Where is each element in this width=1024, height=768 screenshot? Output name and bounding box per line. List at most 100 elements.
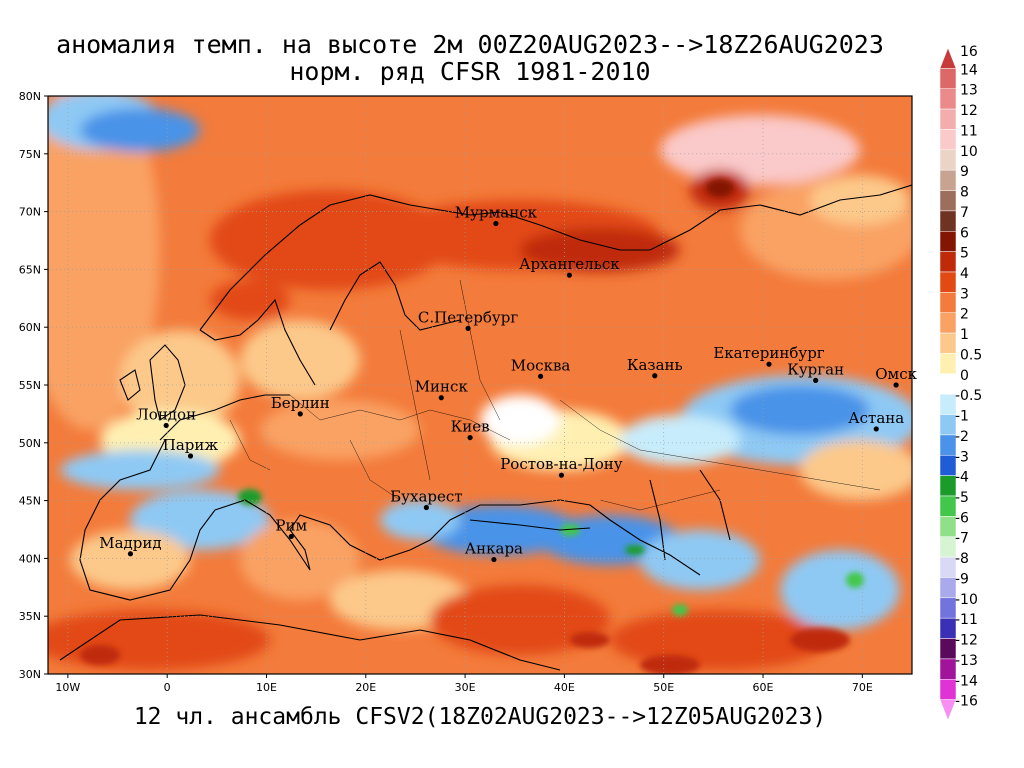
colorbar-label: -10 [955,592,978,608]
colorbar: 16 14 13 12 11 10 9 8 7 6 5 4 3 2 1 0.5 0 -0.5 -1 -2 -3 -4 -5 -… [939,44,982,721]
colorbar-swatch [939,68,957,89]
colorbar-label: -1 [955,409,969,425]
colorbar-label: -6 [955,510,969,526]
city-label: Омск [875,365,917,383]
map-title-line2: норм. ряд CFSR 1981-2010 [289,57,651,86]
lon-tick-label: 10E [256,681,277,694]
colorbar-swatch [939,393,957,415]
colorbar-label: -0.5 [955,388,982,404]
city-label: Архангельск [519,255,620,273]
lat-tick-label: 55N [19,379,41,392]
colorbar-label: 16 [960,44,978,60]
city-label: С.Петербург [418,308,518,326]
lat-tick-label: 65N [19,263,41,276]
lon-tick-label: 30E [455,681,476,694]
lat-tick-label: 45N [19,495,41,508]
city-label: Бухарест [390,488,462,506]
lon-tick-label: 0 [164,681,171,694]
colorbar-swatch [939,129,957,151]
lat-tick-label: 75N [19,148,41,161]
lat-tick-label: 70N [19,206,41,219]
lat-tick-label: 60N [19,321,41,334]
colorbar-swatch [939,190,957,212]
lat-tick-label: 80N [19,90,41,103]
colorbar-label: -2 [955,429,969,445]
lon-tick-label: 40E [554,681,575,694]
ensemble-footer: 12 чл. ансамбль CFSV2(18Z02AUG2023-->12Z… [133,704,827,730]
city-dot [813,377,819,383]
colorbar-label: -14 [955,673,978,689]
city-label: Рим [275,516,307,534]
city-label: Лондон [136,405,196,423]
city-dot [163,422,169,429]
colorbar-swatch [939,210,957,232]
lat-tick-label: 30N [19,668,41,681]
colorbar-label: -7 [955,531,969,547]
colorbar-swatch [939,169,957,191]
lon-tick-label: 60E [753,681,774,694]
city-label: Мурманск [455,204,538,222]
city-label: Париж [163,436,219,454]
lon-tick-label: 50E [653,681,674,694]
colorbar-swatch [939,373,957,395]
colorbar-label: -9 [955,571,969,587]
city-dot [766,361,772,367]
colorbar-swatch [939,679,957,700]
city-label: Москва [511,356,571,374]
lat-tick-label: 50N [19,437,41,450]
colorbar-label: -13 [955,653,978,669]
city-dot [423,504,429,511]
colorbar-swatch [939,638,957,660]
colorbar-swatch [939,536,957,558]
city-label: Мадрид [99,534,161,552]
city-dot [288,533,294,540]
colorbar-swatch [939,577,957,599]
lon-tick-label: 10W [55,681,80,694]
city-label: Екатеринбург [713,344,824,362]
map-title-line1: аномалия темп. на высоте 2м 00Z20AUG2023… [56,30,884,59]
graticule [48,96,912,674]
colorbar-swatch [939,353,957,375]
colorbar-swatch [939,699,957,721]
city-dot [652,373,658,379]
city-dot [873,426,879,432]
colorbar-swatch [939,292,957,313]
colorbar-label: -3 [955,449,969,465]
city-label: Минск [415,378,469,396]
colorbar-label: -11 [955,612,978,628]
city-label: Анкара [465,540,523,558]
colorbar-label: 5 [960,246,969,262]
lon-tick-label: 70E [852,681,873,694]
city-dot [127,551,134,557]
city-label: Курган [787,360,844,378]
colorbar-swatch [939,516,957,537]
colorbar-label: 2 [960,307,969,323]
colorbar-swatch [939,597,957,619]
colorbar-swatch [939,617,957,639]
lon-tick-label: 20E [355,681,376,694]
colorbar-swatch [939,251,957,273]
lat-tick-label: 40N [19,552,41,565]
colorbar-label: -8 [955,551,969,567]
city-label: Киев [451,418,490,436]
colorbar-label: -4 [955,470,969,486]
colorbar-swatch [939,47,957,69]
city-dot [297,411,303,417]
city-dot [187,453,194,459]
city-markers: Мурманск Архангельск С.Петербург Москва Каза… [99,204,918,563]
city-dot [465,325,471,331]
colorbar-label: 1 [960,327,969,343]
colorbar-label: 9 [960,164,969,180]
city-dot [537,373,544,379]
colorbar-swatch [939,149,957,171]
colorbar-swatch [939,312,957,334]
colorbar-swatch [939,475,957,497]
colorbar-swatch [939,271,957,293]
colorbar-label: 11 [960,123,978,139]
colorbar-label: 7 [960,205,969,221]
colorbar-swatch [939,455,957,476]
colorbar-label: 6 [960,225,969,241]
city-dot [493,220,499,227]
city-dot [467,434,473,441]
